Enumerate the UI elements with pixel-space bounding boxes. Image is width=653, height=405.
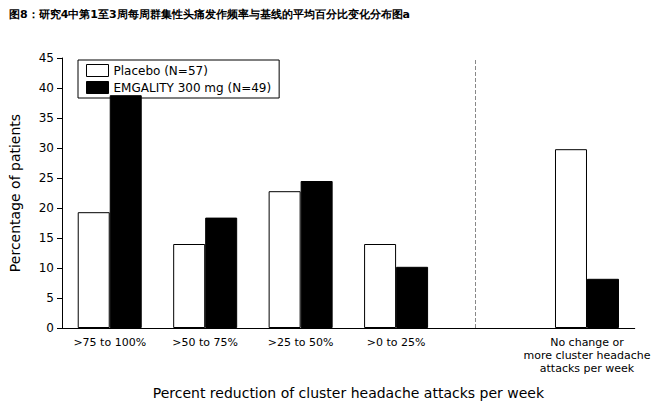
svg-text:attacks per week: attacks per week [540,362,635,375]
svg-text:5: 5 [46,291,54,305]
svg-text:25: 25 [39,171,54,185]
svg-text:Percent reduction of cluster h: Percent reduction of cluster headache at… [153,385,545,401]
svg-text:Placebo (N=57): Placebo (N=57) [114,64,208,78]
svg-text:35: 35 [39,111,54,125]
svg-text:0: 0 [46,321,54,335]
svg-text:10: 10 [39,261,54,275]
svg-text:more cluster headache: more cluster headache [524,349,651,362]
svg-text:No change or: No change or [550,336,624,349]
svg-text:20: 20 [39,201,54,215]
svg-text:45: 45 [39,51,54,65]
svg-text:图8：研究4中第1至3周每周群集性头痛发作频率与基线的平均百: 图8：研究4中第1至3周每周群集性头痛发作频率与基线的平均百分比变化分布图a [9,8,410,21]
svg-text:>0 to 25%: >0 to 25% [367,336,426,349]
svg-text:15: 15 [39,231,54,245]
svg-text:40: 40 [39,81,54,95]
svg-text:>75 to 100%: >75 to 100% [73,336,146,349]
svg-text:>25 to 50%: >25 to 50% [268,336,334,349]
svg-text:>50 to 75%: >50 to 75% [172,336,238,349]
svg-text:30: 30 [39,141,54,155]
svg-text:EMGALITY 300 mg (N=49): EMGALITY 300 mg (N=49) [114,81,272,95]
svg-text:Percentage of patients: Percentage of patients [7,114,23,272]
